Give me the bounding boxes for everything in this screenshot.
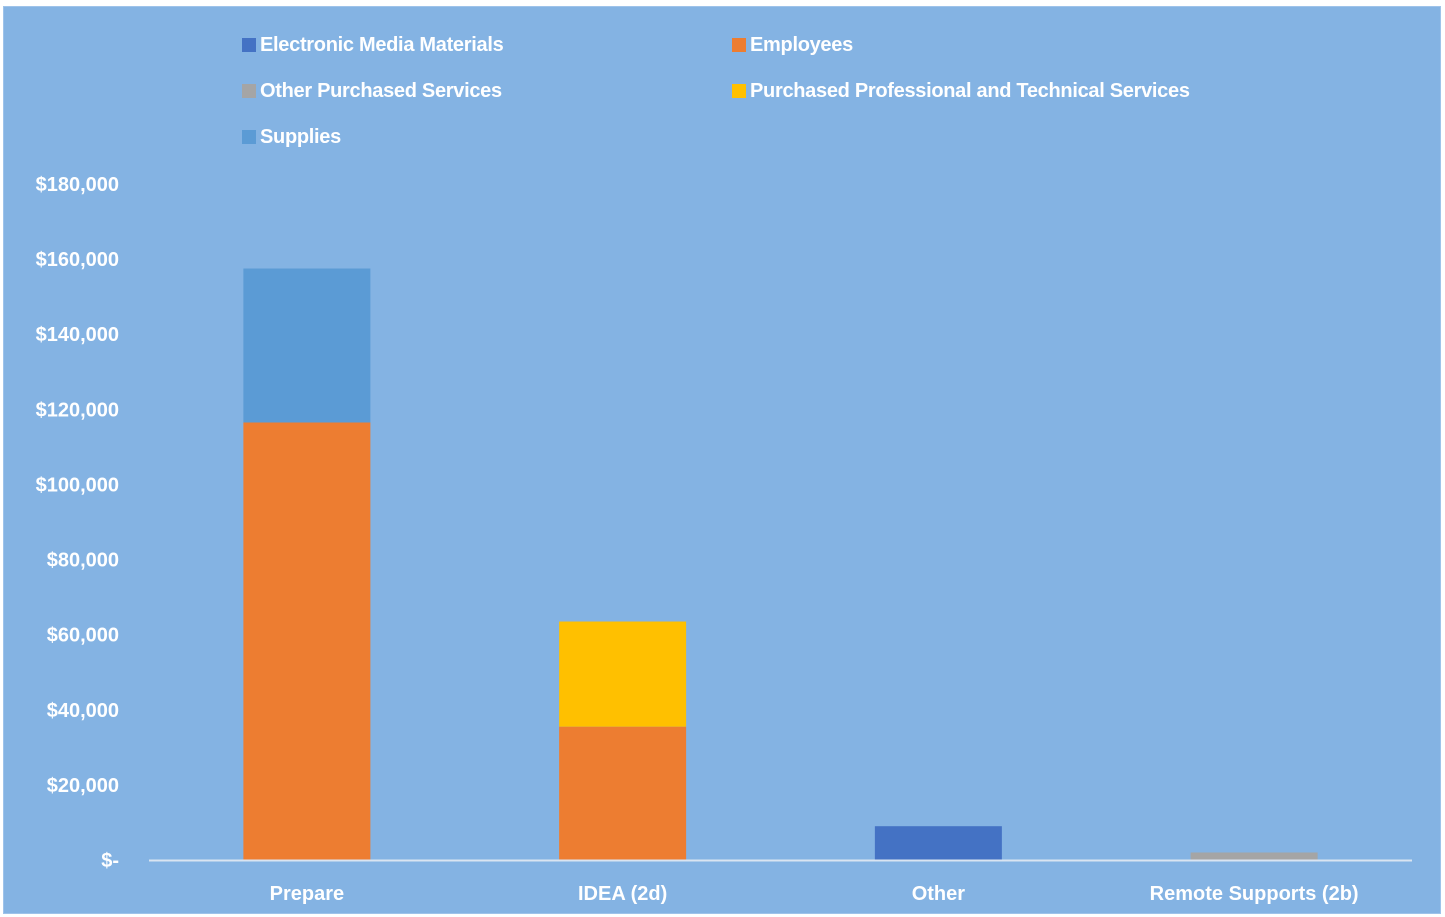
legend-item-purchased-professional-and-technical-services: Purchased Professional and Technical Ser… [732,79,1190,103]
legend-label: Employees [750,33,853,56]
legend-swatch [732,38,746,52]
bar-remote-supports-2b-other-purchased-services [1190,852,1318,860]
bar-prepare-employees [243,422,371,860]
legend-swatch [242,130,256,144]
chart-plot: $- $20,000 $40,000 $60,000 $80,000 $100,000 $1… [36,174,1412,905]
y-tick-label: $60,000 [47,625,119,647]
y-tick-label: $20,000 [47,775,119,797]
legend-label: Supplies [260,125,341,148]
y-tick-label: $140,000 [36,324,119,346]
bar-idea-2d-purchased-professional-and-technical-services [559,621,687,727]
y-tick-label: $120,000 [36,399,119,421]
y-tick-label: $- [101,850,119,872]
y-tick-label: $100,000 [36,474,119,496]
y-tick-label: $180,000 [36,174,119,196]
legend-item-electronic-media-materials: Electronic Media Materials [242,33,504,57]
y-tick-label: $40,000 [47,700,119,722]
legend-item-other-purchased-services: Other Purchased Services [242,79,502,103]
x-tick-label: Prepare [270,883,345,905]
y-tick-label: $80,000 [47,550,119,572]
legend-item-supplies: Supplies [242,125,341,149]
x-tick-label: Other [912,883,966,905]
legend-swatch [732,84,746,98]
legend-swatch [242,38,256,52]
y-tick-label: $160,000 [36,249,119,271]
legend-label: Electronic Media Materials [260,33,504,56]
x-tick-label: IDEA (2d) [578,883,667,905]
legend-label: Purchased Professional and Technical Ser… [750,79,1190,102]
x-tick-label: Remote Supports (2b) [1150,883,1359,905]
bar-other-electronic-media-materials [874,826,1002,860]
legend-item-employees: Employees [732,33,853,57]
chart-area: Electronic Media Materials Employees Other… [3,6,1441,914]
legend-label: Other Purchased Services [260,79,502,102]
bar-prepare-supplies [243,268,371,423]
bar-idea-2d-employees [559,726,687,860]
legend-swatch [242,84,256,98]
